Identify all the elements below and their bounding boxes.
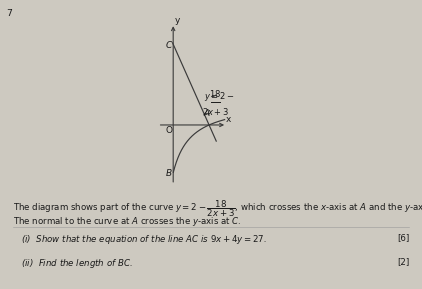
- Text: $B$: $B$: [165, 167, 173, 178]
- Text: $A$: $A$: [203, 108, 211, 118]
- Text: x: x: [226, 115, 232, 124]
- Text: O: O: [165, 126, 173, 135]
- Text: [6]: [6]: [397, 233, 409, 242]
- Text: $C$: $C$: [165, 39, 173, 50]
- Text: The normal to the curve at $A$ crosses the $y$-axis at $C$.: The normal to the curve at $A$ crosses t…: [13, 215, 241, 228]
- Text: y: y: [175, 16, 180, 25]
- Text: (i)  Show that the equation of the line $AC$ is $9x+4y=27$.: (i) Show that the equation of the line $…: [21, 233, 267, 246]
- Text: $18$: $18$: [209, 88, 222, 99]
- Text: $2x+3$: $2x+3$: [202, 106, 229, 117]
- Text: The diagram shows part of the curve $y = 2 - \dfrac{18}{2x+3}$, which crosses th: The diagram shows part of the curve $y =…: [13, 198, 422, 219]
- Text: [2]: [2]: [397, 257, 409, 266]
- Text: (ii)  Find the length of $BC$.: (ii) Find the length of $BC$.: [21, 257, 133, 270]
- Text: $y=2-$: $y=2-$: [204, 90, 235, 103]
- Text: 7: 7: [6, 9, 12, 18]
